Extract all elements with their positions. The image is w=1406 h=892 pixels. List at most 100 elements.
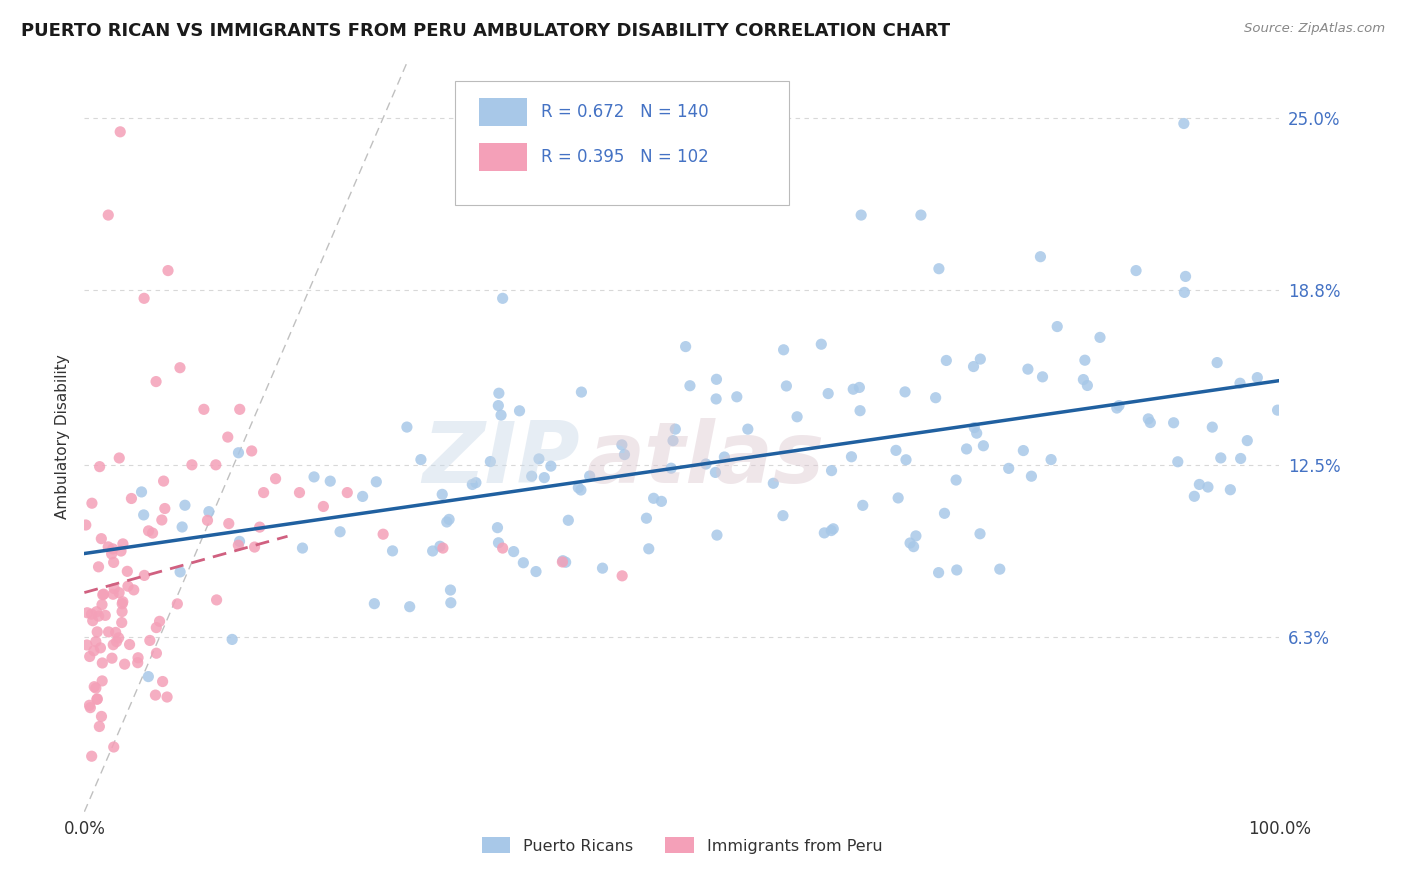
Point bbox=[1201, 420, 1223, 434]
Point bbox=[592, 561, 614, 575]
Point bbox=[169, 565, 191, 579]
Point bbox=[142, 526, 165, 541]
Point bbox=[217, 430, 239, 444]
Point bbox=[887, 491, 910, 505]
Bar bbox=[479, 97, 527, 126]
Point bbox=[1073, 373, 1095, 387]
Point bbox=[91, 588, 114, 602]
Point bbox=[1021, 469, 1043, 483]
Text: ZIP: ZIP bbox=[423, 418, 581, 501]
Point bbox=[131, 484, 153, 499]
Point bbox=[1267, 403, 1289, 417]
Point bbox=[1246, 370, 1268, 384]
Point bbox=[928, 566, 950, 580]
Point bbox=[76, 638, 98, 652]
Point bbox=[966, 426, 988, 441]
Point bbox=[737, 422, 759, 436]
Point bbox=[884, 443, 907, 458]
Point bbox=[962, 359, 984, 374]
Point bbox=[117, 565, 139, 579]
Point bbox=[352, 490, 374, 504]
Point bbox=[1188, 477, 1211, 491]
Point bbox=[86, 605, 108, 619]
Point bbox=[79, 698, 101, 713]
Point bbox=[643, 491, 665, 506]
Point bbox=[84, 681, 107, 695]
Point bbox=[571, 385, 593, 400]
Point bbox=[569, 483, 592, 497]
Point bbox=[1088, 330, 1111, 344]
Point bbox=[969, 352, 991, 367]
FancyBboxPatch shape bbox=[456, 81, 790, 205]
Point bbox=[100, 547, 122, 561]
Point bbox=[138, 524, 160, 538]
Point bbox=[148, 615, 170, 629]
Point bbox=[810, 337, 832, 351]
Point bbox=[464, 475, 486, 490]
Point bbox=[103, 739, 125, 754]
Point bbox=[1137, 412, 1160, 426]
Point bbox=[675, 340, 697, 354]
Point bbox=[988, 562, 1011, 576]
Point bbox=[181, 458, 204, 472]
Point bbox=[91, 656, 114, 670]
Point bbox=[1206, 355, 1229, 369]
Point bbox=[395, 420, 418, 434]
Point bbox=[229, 402, 252, 417]
Point bbox=[157, 263, 180, 277]
Point bbox=[79, 700, 101, 714]
Point bbox=[898, 536, 921, 550]
Point bbox=[935, 353, 957, 368]
Point bbox=[291, 541, 314, 555]
Point bbox=[841, 450, 863, 464]
Point bbox=[422, 544, 444, 558]
Point bbox=[1173, 116, 1195, 130]
Point bbox=[80, 749, 103, 764]
Point bbox=[139, 633, 162, 648]
Point bbox=[108, 585, 131, 599]
Point bbox=[1125, 263, 1147, 277]
Point bbox=[492, 541, 515, 555]
Point bbox=[786, 409, 808, 424]
Point bbox=[662, 434, 685, 448]
Text: PUERTO RICAN VS IMMIGRANTS FROM PERU AMBULATORY DISABILITY CORRELATION CHART: PUERTO RICAN VS IMMIGRANTS FROM PERU AMB… bbox=[21, 22, 950, 40]
Point bbox=[679, 378, 702, 392]
Point bbox=[1029, 250, 1052, 264]
Point bbox=[963, 420, 986, 434]
Point bbox=[432, 487, 454, 501]
Point bbox=[533, 470, 555, 484]
Point bbox=[502, 544, 524, 558]
Point bbox=[172, 520, 194, 534]
Point bbox=[613, 448, 636, 462]
Point bbox=[76, 606, 98, 620]
Point bbox=[772, 343, 794, 357]
Point bbox=[363, 597, 385, 611]
Point bbox=[221, 632, 243, 647]
Point bbox=[725, 390, 748, 404]
Point bbox=[567, 481, 589, 495]
Point bbox=[83, 644, 105, 658]
Point bbox=[851, 208, 873, 222]
Point bbox=[79, 649, 101, 664]
Point bbox=[145, 646, 167, 660]
Point bbox=[103, 556, 125, 570]
Point bbox=[114, 657, 136, 672]
Point bbox=[706, 528, 728, 542]
Point bbox=[1197, 480, 1219, 494]
Point bbox=[90, 709, 112, 723]
Point bbox=[486, 521, 509, 535]
Point bbox=[197, 513, 219, 527]
Point bbox=[823, 522, 845, 536]
Point bbox=[156, 690, 179, 704]
Point bbox=[86, 692, 108, 706]
Point bbox=[89, 459, 111, 474]
Point bbox=[934, 506, 956, 520]
Point bbox=[695, 457, 717, 471]
Point bbox=[127, 656, 149, 670]
Point bbox=[1139, 416, 1161, 430]
Bar bbox=[479, 143, 527, 171]
Point bbox=[554, 555, 576, 569]
Point bbox=[193, 402, 215, 417]
Point bbox=[132, 508, 155, 522]
Point bbox=[512, 556, 534, 570]
